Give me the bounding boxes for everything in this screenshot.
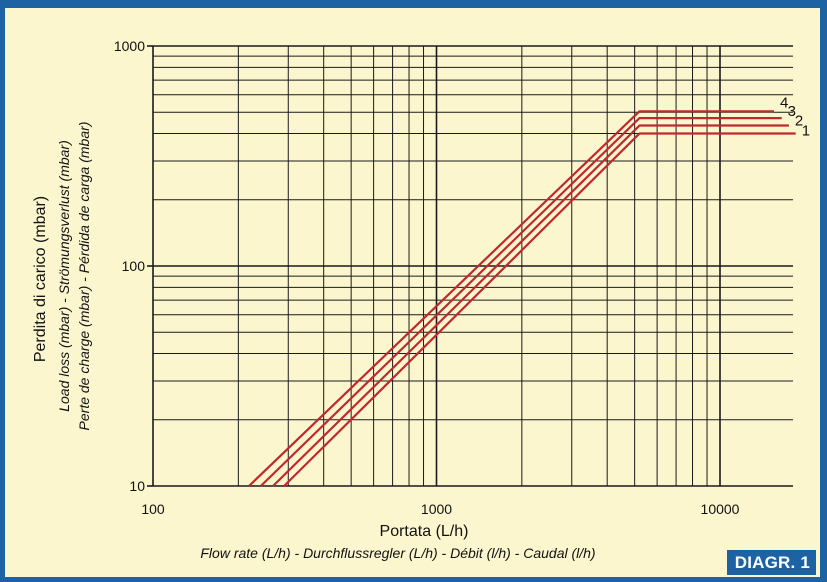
y-tick-label: 1000 [114,38,145,54]
figure-label: DIAGR. 1 [726,550,816,575]
x-axis-subtitle: Flow rate (L/h) - Durchflussregler (L/h)… [200,545,595,561]
series-label-2: 2 [795,113,803,130]
x-tick-label: 1000 [421,501,452,517]
y-axis-subtitle-1: Load loss (mbar) - Strömungsverlust (mba… [56,140,72,412]
y-tick-label: 100 [122,258,146,274]
x-axis-title: Portata (L/h) [380,523,469,540]
series-label-4: 4 [780,94,788,111]
x-tick-label: 100 [141,501,165,517]
y-axis-title: Perdita di carico (mbar) [32,196,49,362]
series-line-1 [283,132,796,487]
series-line-4 [248,110,774,487]
x-tick-label: 10000 [701,501,740,517]
series-line-2 [272,124,789,487]
tick-labels: 100 1000 10000 1000 100 10 [114,38,740,517]
series-label-1: 1 [802,123,810,140]
y-axis-subtitle-2: Perte de charge (mbar) - Pérdida de carg… [76,122,92,431]
series-lines [248,110,796,487]
series-label-3: 3 [788,103,796,120]
series-line-3 [260,116,782,487]
y-tick-label: 10 [129,478,145,494]
